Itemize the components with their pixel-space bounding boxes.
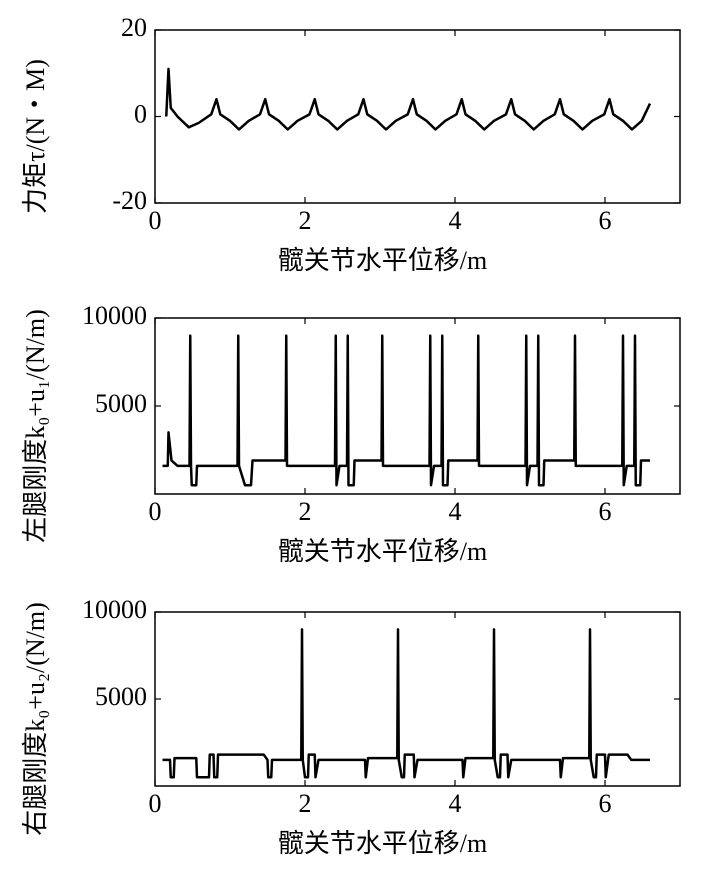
subplot: 0 2 4 6 5000 10000 髋关节水平位移/m 左腿刚度k₀+u₁/(N/m) [21,301,681,566]
x-axis-label: 髋关节水平位移/m [278,829,487,858]
x-tick-label: 2 [299,206,312,235]
y-tick-label: 20 [121,13,147,42]
data-line [162,334,650,487]
x-tick-label: 2 [299,789,312,818]
y-tick-label: 10000 [82,595,147,624]
y-axis-label: 力矩τ/(N・M) [21,59,50,214]
x-tick-label: 2 [299,497,312,526]
y-tick-label: 5000 [95,389,147,418]
data-line [162,628,650,779]
x-tick-label: 6 [599,497,612,526]
x-tick-label: 4 [449,497,462,526]
y-tick-label: 0 [134,99,147,128]
y-axis-label: 右腿刚度k₀+u₂/(N/m) [21,602,50,836]
plot-frame [154,317,681,495]
x-axis-label: 髋关节水平位移/m [278,246,487,275]
x-tick-label: 4 [449,206,462,235]
x-tick-label: 0 [149,206,162,235]
subplot: 0 2 4 6 5000 10000 髋关节水平位移/m 右腿刚度k₀+u₂/(N/m) [21,595,681,858]
data-line [165,67,652,131]
y-axis-label: 左腿刚度k₀+u₁/(N/m) [21,309,50,543]
x-tick-label: 6 [599,206,612,235]
x-tick-label: 0 [149,497,162,526]
y-tick-label: 5000 [95,682,147,711]
y-tick-label: -20 [112,186,147,215]
x-tick-label: 0 [149,789,162,818]
x-tick-label: 4 [449,789,462,818]
y-tick-label: 10000 [82,301,147,330]
x-axis-label: 髋关节水平位移/m [278,537,487,566]
x-tick-label: 6 [599,789,612,818]
